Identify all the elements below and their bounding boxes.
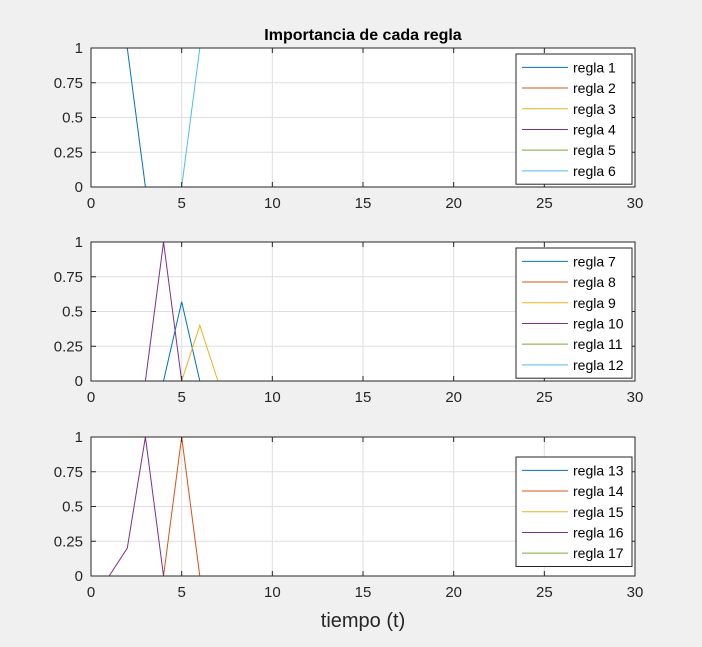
- x-tick-label: 0: [87, 584, 95, 601]
- legend-entry: regla 9: [573, 295, 616, 311]
- x-tick-label: 5: [177, 195, 185, 212]
- legend-entry: regla 16: [573, 524, 624, 540]
- legend-entry: regla 15: [573, 504, 624, 520]
- y-tick-label: 0.25: [54, 338, 83, 355]
- x-tick-label: 25: [536, 584, 553, 601]
- x-tick-label: 15: [355, 389, 372, 406]
- y-tick-label: 0: [75, 373, 83, 390]
- x-tick-label: 30: [627, 389, 644, 406]
- legend-entry: regla 13: [573, 462, 624, 478]
- y-tick-label: 0.75: [54, 464, 83, 481]
- x-tick-label: 25: [536, 195, 553, 212]
- y-tick-label: 0.75: [54, 75, 83, 92]
- y-tick-label: 0.75: [54, 269, 83, 286]
- y-tick-label: 0.25: [54, 533, 83, 550]
- legend-entry: regla 10: [573, 315, 624, 331]
- x-tick-label: 0: [87, 389, 95, 406]
- x-axis-label: tiempo (t): [321, 610, 405, 632]
- y-tick-label: 0.5: [62, 110, 83, 127]
- legend-entry: regla 7: [573, 253, 616, 269]
- x-tick-label: 10: [264, 389, 281, 406]
- y-tick-label: 0.25: [54, 144, 83, 161]
- y-tick-label: 0: [75, 179, 83, 196]
- x-tick-label: 5: [177, 389, 185, 406]
- x-tick-label: 0: [87, 195, 95, 212]
- y-tick-label: 0.5: [62, 304, 83, 321]
- legend: regla 13 regla 14 regla 15 regla 16 regla 17: [515, 456, 633, 567]
- legend: regla 1 regla 2 regla 3 regla 4 regla 5 regla…: [515, 53, 633, 185]
- legend-entry: regla 5: [573, 142, 616, 158]
- legend-entry: regla 11: [573, 336, 623, 352]
- x-tick-label: 30: [627, 584, 644, 601]
- x-tick-label: 10: [264, 195, 281, 212]
- x-tick-label: 20: [445, 389, 462, 406]
- x-tick-label: 20: [445, 584, 462, 601]
- y-tick-label: 1: [75, 429, 83, 446]
- y-tick-label: 0: [75, 568, 83, 585]
- legend-entry: regla 17: [573, 545, 624, 561]
- y-tick-label: 1: [75, 234, 83, 251]
- legend-box: [515, 247, 633, 379]
- x-tick-label: 15: [355, 584, 372, 601]
- legend-entry: regla 6: [573, 163, 616, 179]
- legend: regla 7 regla 8 regla 9 regla 10 regla 11 reg…: [515, 247, 633, 379]
- x-tick-label: 20: [445, 195, 462, 212]
- legend-entry: regla 3: [573, 101, 616, 117]
- legend-entry: regla 4: [573, 121, 616, 137]
- legend-entry: regla 14: [573, 483, 624, 499]
- x-tick-label: 30: [627, 195, 644, 212]
- x-tick-label: 10: [264, 584, 281, 601]
- y-tick-label: 0.5: [62, 499, 83, 516]
- x-tick-label: 5: [177, 584, 185, 601]
- x-tick-label: 25: [536, 389, 553, 406]
- x-tick-label: 15: [355, 195, 372, 212]
- legend-entry: regla 8: [573, 274, 616, 290]
- legend-box: [515, 53, 633, 185]
- legend-entry: regla 1: [573, 59, 616, 75]
- y-tick-label: 1: [75, 40, 83, 57]
- legend-entry: regla 12: [573, 357, 624, 373]
- chart-title: Importancia de cada regla: [264, 27, 462, 44]
- legend-entry: regla 2: [573, 80, 616, 96]
